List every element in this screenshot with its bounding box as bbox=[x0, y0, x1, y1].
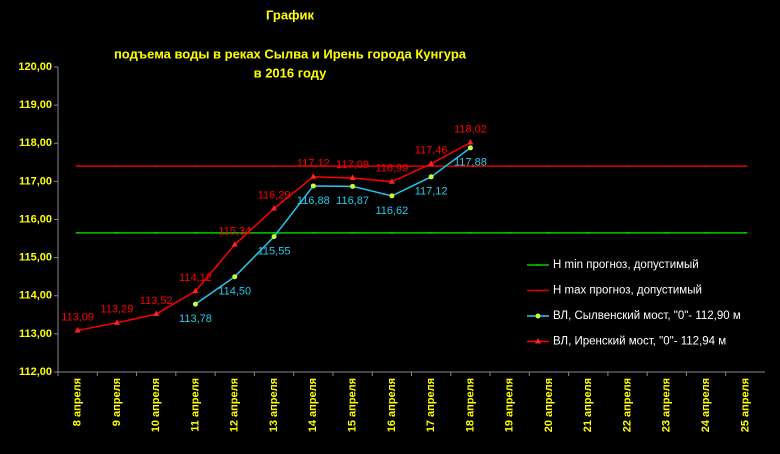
x-tick-label: 12 апреля bbox=[229, 378, 241, 432]
data-label: 116,62 bbox=[375, 205, 408, 217]
chart-title: График bbox=[266, 7, 314, 22]
y-tick-label: 114,00 bbox=[19, 290, 52, 302]
x-tick-label: 14 апреля bbox=[307, 378, 319, 432]
data-label: 115,34 bbox=[218, 226, 251, 238]
y-tick-label: 112,00 bbox=[19, 366, 52, 378]
point bbox=[192, 287, 199, 294]
x-tick-label: 9 апреля bbox=[111, 378, 123, 426]
x-tick-label: 11 апреля bbox=[189, 378, 201, 432]
data-label: 117,12 bbox=[297, 158, 330, 170]
point bbox=[74, 326, 81, 333]
data-label: 118,02 bbox=[454, 123, 487, 135]
legend-label: Н max прогноз, допустимый bbox=[553, 285, 702, 297]
x-tick-label: 23 апреля bbox=[661, 378, 673, 432]
x-tick-label: 21 апреля bbox=[582, 378, 594, 432]
point bbox=[349, 174, 356, 180]
data-label: 117,46 bbox=[415, 145, 448, 157]
x-tick-label: 17 апреля bbox=[425, 378, 437, 432]
x-tick-label: 16 апреля bbox=[386, 378, 398, 432]
data-label: 113,52 bbox=[140, 295, 173, 307]
x-tick-label: 22 апреля bbox=[621, 378, 633, 432]
point bbox=[467, 145, 473, 151]
x-tick-label: 15 апреля bbox=[346, 378, 358, 432]
legend-marker bbox=[535, 313, 541, 319]
chart-subtitle: подъема воды в реках Сылва и Ирень город… bbox=[114, 46, 467, 61]
y-tick-label: 116,00 bbox=[19, 213, 52, 225]
data-label: 113,78 bbox=[179, 313, 212, 325]
x-tick-label: 13 апреля bbox=[268, 378, 280, 432]
legend-label: ВЛ, Сылвенский мост, "0"- 112,90 м bbox=[553, 310, 741, 322]
point bbox=[467, 138, 474, 145]
x-tick-label: 20 апреля bbox=[543, 378, 555, 432]
chart-subtitle: в 2016 году bbox=[254, 65, 328, 80]
data-label: 116,87 bbox=[336, 195, 369, 207]
x-tick-label: 18 апреля bbox=[464, 378, 476, 432]
data-label: 114,12 bbox=[179, 272, 212, 284]
data-label: 117,88 bbox=[454, 157, 487, 169]
data-label: 117,09 bbox=[336, 159, 369, 171]
y-tick-label: 117,00 bbox=[19, 175, 52, 187]
point bbox=[350, 183, 356, 189]
y-tick-label: 120,00 bbox=[18, 61, 52, 73]
data-label: 117,12 bbox=[415, 186, 448, 198]
point bbox=[271, 204, 278, 211]
point bbox=[428, 160, 435, 166]
data-label: 116,99 bbox=[375, 163, 408, 175]
point bbox=[428, 174, 434, 180]
x-tick-label: 25 апреля bbox=[739, 378, 751, 432]
point bbox=[232, 274, 238, 280]
point bbox=[310, 183, 316, 189]
point bbox=[231, 241, 238, 247]
y-tick-label: 115,00 bbox=[19, 252, 52, 264]
series-line bbox=[195, 147, 471, 305]
data-label: 113,29 bbox=[101, 304, 134, 316]
point bbox=[192, 301, 198, 307]
point bbox=[153, 310, 160, 317]
legend-label: ВЛ, Иренский мост, "0"- 112,94 м bbox=[553, 336, 726, 348]
data-label: 116,29 bbox=[258, 189, 291, 201]
data-label: 113,09 bbox=[61, 311, 94, 323]
point bbox=[310, 173, 317, 179]
x-tick-label: 10 апреля bbox=[150, 378, 162, 432]
x-tick-label: 24 апреля bbox=[700, 378, 712, 432]
legend-marker bbox=[535, 338, 541, 344]
point bbox=[271, 234, 277, 240]
data-label: 114,50 bbox=[218, 286, 251, 298]
y-tick-label: 113,00 bbox=[19, 328, 52, 340]
y-tick-label: 119,00 bbox=[19, 99, 52, 111]
legend-label: Н min прогноз, допустимый bbox=[553, 259, 699, 271]
point bbox=[113, 319, 120, 325]
data-label: 116,88 bbox=[297, 195, 330, 207]
point bbox=[389, 193, 395, 199]
data-label: 115,55 bbox=[258, 246, 291, 258]
x-tick-label: 8 апреля bbox=[72, 378, 84, 426]
point bbox=[388, 178, 395, 184]
x-tick-label: 19 апреля bbox=[504, 378, 516, 432]
y-tick-label: 118,00 bbox=[19, 137, 52, 149]
